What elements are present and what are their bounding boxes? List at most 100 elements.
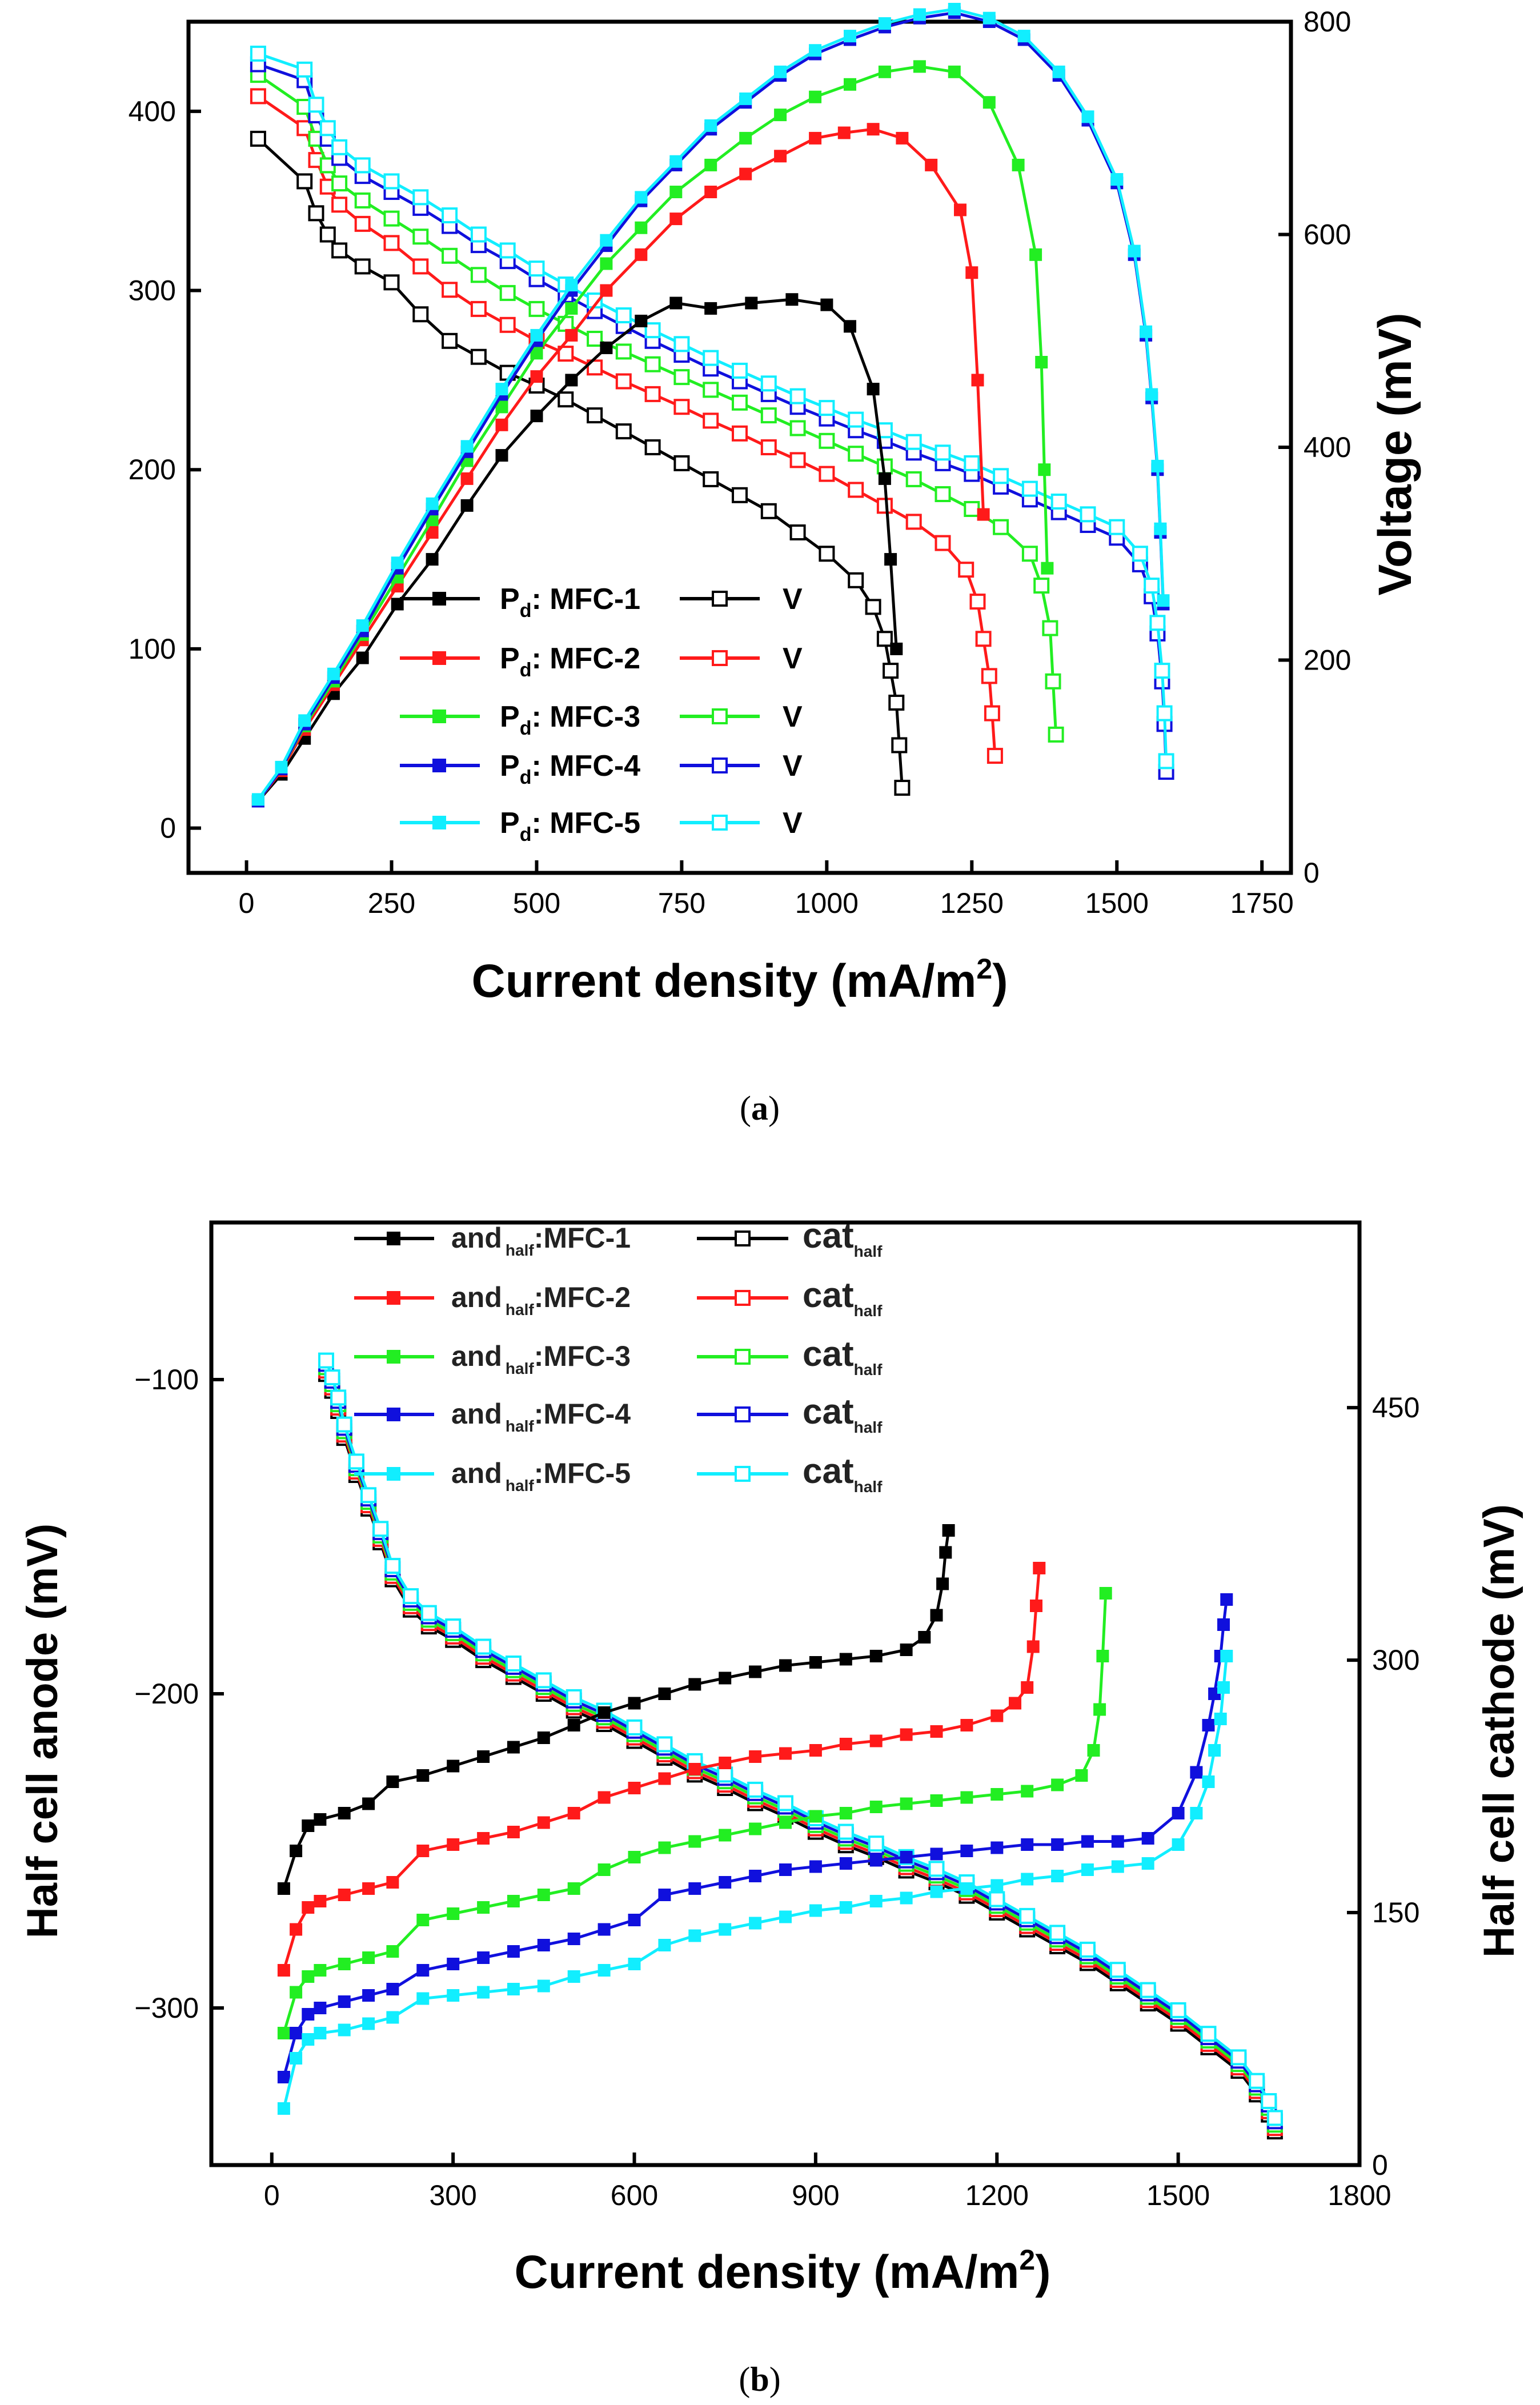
power-mfc-2-point [739, 167, 752, 181]
power-mfc-3-point [948, 65, 961, 78]
anode-mfc-5-point [930, 1885, 943, 1898]
cathode-mfc-5-point [928, 1861, 945, 1877]
legend-a-pd-prefix: P [500, 749, 520, 783]
legend-b-and-prefix: and [451, 1398, 502, 1430]
legend-b-and-prefix: and [451, 1457, 502, 1489]
power-mfc-2-point [809, 131, 822, 145]
anode-mfc-4-point [1190, 1766, 1203, 1779]
power-mfc-3-point [913, 60, 926, 73]
anode-mfc-3-point [809, 1810, 822, 1823]
anode-mfc-5-point [1141, 1857, 1154, 1870]
voltage-mfc-5-point [308, 97, 324, 113]
anode-mfc-2-point [567, 1807, 580, 1819]
x-tick-label-b: 300 [429, 2179, 476, 2211]
power-mfc-3-point [1041, 562, 1054, 575]
anode-mfc-1-point [918, 1631, 931, 1644]
voltage-mfc-5-point [1144, 578, 1160, 594]
anode-mfc-1-point [597, 1706, 611, 1719]
anode-mfc-3-point [990, 1788, 1004, 1801]
anode-mfc-1-point [930, 1609, 943, 1622]
anode-mfc-2-point [1026, 1640, 1040, 1653]
y-axis-title-b: Half cell anode (mV) [18, 1524, 67, 1938]
anode-mfc-3-point [597, 1863, 611, 1876]
voltage-mfc-5-point [644, 322, 661, 339]
anode-mfc-2-point [416, 1845, 430, 1857]
power-mfc-5-point [1128, 244, 1141, 258]
y2-tick-label-a: 400 [1304, 431, 1351, 463]
power-mfc-3-line [256, 65, 1049, 802]
anode-mfc-2-point [277, 1964, 290, 1977]
power-mfc-5-point [251, 793, 264, 806]
power-mfc-1-point [704, 302, 717, 315]
anode-mfc-4-point [302, 2008, 315, 2021]
power-mfc-1-point [844, 320, 856, 333]
anode-mfc-2-point [900, 1728, 913, 1741]
anode-mfc-5-point [277, 2102, 290, 2115]
cathode-mfc-5-point [1230, 2049, 1247, 2066]
voltage-mfc-3-point [703, 382, 719, 398]
legend-b-and-prefix: and [451, 1340, 502, 1372]
power-mfc-5-point [1151, 459, 1164, 472]
legend-b-and-sub: half [506, 1477, 534, 1494]
anode-mfc-5-point [809, 1904, 822, 1917]
voltage-mfc-1-point [308, 205, 324, 222]
power-mfc-5-point [1145, 388, 1158, 401]
y-tick-label-b: −100 [134, 1364, 199, 1396]
power-mfc-3-point [878, 65, 891, 78]
voltage-mfc-1-point [587, 407, 603, 424]
anode-mfc-1-point [477, 1750, 490, 1763]
voltage-mfc-1-point [644, 439, 661, 455]
anode-mfc-1-point [869, 1650, 883, 1662]
legend-b-and-label: and half:MFC-4 [451, 1398, 631, 1435]
voltage-mfc-1-point [673, 455, 690, 471]
legend-b-and-label: and half:MFC-1 [451, 1222, 631, 1259]
anode-mfc-5-point [597, 1964, 611, 1977]
voltage-mfc-1-point [848, 572, 864, 588]
voltage-mfc-2-point [969, 594, 986, 610]
anode-mfc-4-point [688, 1882, 701, 1895]
anode-mfc-3-point [1099, 1587, 1112, 1600]
power-mfc-2-point [965, 266, 978, 279]
voltage-mfc-5-point [1158, 753, 1174, 769]
cathode-mfc-5-point [1109, 1962, 1126, 1978]
anode-mfc-5-point [386, 2011, 399, 2024]
cathode-mfc-5-point [1019, 1907, 1036, 1924]
y2-tick-label-b: 450 [1372, 1392, 1419, 1424]
panel-b-caption: (b) [739, 2360, 780, 2398]
power-mfc-5-point [635, 191, 648, 204]
power-mfc-2-point [977, 508, 990, 521]
y2-axis-title-b: Half cell cathode (mV) [1475, 1504, 1523, 1958]
cathode-mfc-5-point [360, 1487, 377, 1504]
power-mfc-5-point [298, 714, 311, 727]
power-mfc-1-point [878, 472, 891, 485]
anode-mfc-4-point [314, 2002, 327, 2014]
power-mfc-5-point [1110, 173, 1124, 186]
anode-mfc-2-point [537, 1816, 550, 1829]
anode-mfc-5-point [1190, 1807, 1203, 1819]
voltage-mfc-5-point [528, 260, 545, 277]
voltage-mfc-3-point [412, 229, 429, 245]
power-mfc-1-point [669, 296, 683, 310]
x-tick-label-a: 250 [368, 887, 415, 919]
panel-a-ticks: 0 250 500 750 1000 1250 1500 1750 0 100 200 300 400 0… [129, 6, 1351, 919]
voltage-mfc-5-point [470, 226, 487, 243]
power-mfc-1-point [356, 651, 369, 664]
y-tick-label-a: 300 [129, 275, 176, 307]
power-mfc-5-point [809, 44, 822, 57]
voltage-mfc-2-point [975, 631, 992, 647]
panel-a: 0 250 500 750 1000 1250 1500 1750 0 100 200 300 400 0… [129, 3, 1421, 1127]
cathode-mfc-5-point [1079, 1941, 1096, 1958]
x-tick-label-a: 1250 [940, 887, 1004, 919]
anode-mfc-4-point [277, 2071, 290, 2083]
y2-tick-label-a: 200 [1304, 644, 1351, 676]
anode-mfc-4-point [447, 1958, 460, 1970]
power-mfc-3-point [495, 400, 508, 414]
power-mfc-5-point [1081, 110, 1094, 123]
panel-a-caption: (a) [740, 1089, 780, 1127]
anode-mfc-3-point [1096, 1650, 1109, 1662]
voltage-mfc-3-point [331, 175, 348, 192]
anode-mfc-2-point [930, 1725, 943, 1738]
legend-a-v-marker [712, 708, 728, 724]
